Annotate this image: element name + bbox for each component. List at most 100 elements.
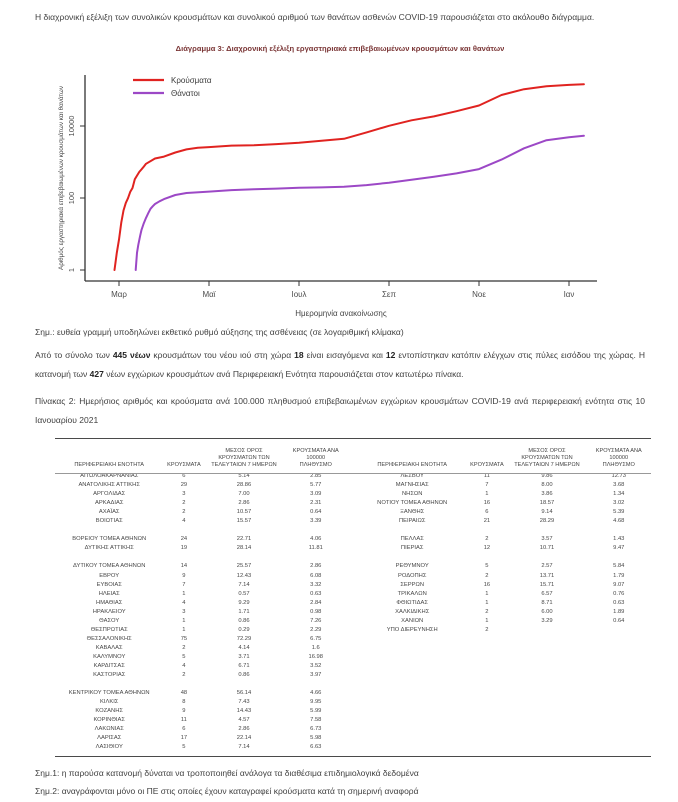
table-row: ΚΑΒΑΛΑΣ 2 4.14 1.6 xyxy=(55,644,348,653)
region-name-cell: ΚΑΣΤΟΡΙΑΣ xyxy=(93,672,126,679)
table-row: ΛΑΚΩΝΙΑΣ 6 2.86 6.73 xyxy=(55,725,348,734)
table-header-row: ΠΕΡΙΦΕΡΕΙΑΚΗ ΕΝΟΤΗΤΑ ΚΡΟΥΣΜΑΤΑ ΜΕΣΟΣ ΟΡΟΣ … xyxy=(55,442,348,469)
avg-7day-cell: 4.57 xyxy=(238,717,250,724)
table-row: ΚΑΡΔΙΤΣΑΣ 4 6.71 3.52 xyxy=(55,662,348,671)
avg-7day-cell: 9.14 xyxy=(541,509,553,516)
per-100k-cell: 3.32 xyxy=(310,581,322,588)
per-100k-cell: 4.06 xyxy=(310,536,322,543)
region-name-cell: ΔΥΤΙΚΟΥ ΤΟΜΕΑ ΑΘΗΝΩΝ xyxy=(73,563,146,570)
cases-cell: 11 xyxy=(180,717,187,724)
table-header-row: ΠΕΡΙΦΕΡΕΙΑΚΗ ΕΝΟΤΗΤΑ ΚΡΟΥΣΜΑΤΑ ΜΕΣΟΣ ΟΡΟΣ … xyxy=(358,442,651,469)
avg-7day-cell: 7.00 xyxy=(238,491,250,498)
region-name-cell: ΞΑΝΘΗΣ xyxy=(400,509,425,516)
region-name-cell: ΔΥΤΙΚΗΣ ΑΤΤΙΚΗΣ xyxy=(84,545,134,552)
avg-7day-cell: 10.71 xyxy=(539,545,555,552)
avg-7day-cell xyxy=(507,626,586,635)
x-tick-label: Σεπ xyxy=(382,290,397,299)
table-row: ΥΠΟ ΔΙΕΡΕΥΝΗΣΗ 2 xyxy=(358,626,651,635)
table-row: ΑΝΑΤΟΛΙΚΗΣ ΑΤΤΙΚΗΣ 29 28.86 5.77 xyxy=(55,481,348,490)
region-name-cell: ΑΡΓΟΛΙΔΑΣ xyxy=(93,491,126,498)
cases-cell: 2 xyxy=(182,509,186,516)
cases-cell: 3 xyxy=(182,608,186,615)
region-name-cell: ΒΟΙΩΤΙΑΣ xyxy=(95,518,123,525)
avg-7day-cell: 72.29 xyxy=(236,635,252,642)
avg-7day-cell: 9.29 xyxy=(238,599,250,606)
avg-7day-cell: 7.43 xyxy=(238,699,250,706)
avg-7day-cell: 1.71 xyxy=(238,608,250,615)
cases-cell: 12 xyxy=(483,545,491,552)
cases-cell: 2 xyxy=(182,644,186,651)
avg-7day-cell: 28.29 xyxy=(539,518,555,525)
per-100k-cell: 3.02 xyxy=(613,500,625,507)
deaths-line xyxy=(134,134,585,271)
avg-7day-cell: 6.57 xyxy=(541,590,553,597)
region-name-cell: ΑΙΤΩΛΟΑΚΑΡΝΑΝΙΑΣ xyxy=(80,473,139,479)
table-row: ΣΕΡΡΩΝ 16 15.71 9.07 xyxy=(358,581,651,590)
table-row: ΑΡΚΑΔΙΑΣ 2 2.86 2.31 xyxy=(55,499,348,508)
highlight-count: 427 xyxy=(89,368,104,379)
text-segment: Από το σύνολο των xyxy=(35,349,113,360)
region-name-cell: ΠΙΕΡΙΑΣ xyxy=(400,545,424,552)
per-100k-cell: 0.64 xyxy=(613,617,625,624)
per-100k-cell: 9.95 xyxy=(310,699,322,706)
table-row: ΑΙΤΩΛΟΑΚΑΡΝΑΝΙΑΣ 6 5.14 2.85 xyxy=(55,472,348,481)
cases-cell: 4 xyxy=(182,662,186,669)
table-row: ΒΟΡΕΙΟΥ ΤΟΜΕΑ ΑΘΗΝΩΝ 24 22.71 4.06 xyxy=(55,535,348,544)
table-row: ΠΕΙΡΑΙΩΣ 21 28.29 4.68 xyxy=(358,517,651,526)
paragraph-new-cases: Από το σύνολο των 445 νέων κρουσμάτων το… xyxy=(35,346,645,384)
region-name-cell: ΜΑΓΝΗΣΙΑΣ xyxy=(395,482,429,489)
highlight-count: 18 xyxy=(294,349,304,360)
table-row: ΑΧΑΪΑΣ 2 10.57 0.64 xyxy=(55,508,348,517)
cases-cell: 16 xyxy=(483,500,491,507)
column-header: ΚΡΟΥΣΜΑΤΑ xyxy=(470,462,504,468)
region-name-cell: ΚΑΛΥΜΝΟΥ xyxy=(93,653,126,660)
cases-cell: 2 xyxy=(485,608,489,615)
table-row: ΛΕΣΒΟΥ 11 9.86 12.73 xyxy=(358,472,651,481)
avg-7day-cell: 0.29 xyxy=(238,626,250,633)
avg-7day-cell: 2.57 xyxy=(541,563,553,570)
table-row: ΗΡΑΚΛΕΙΟΥ 3 1.71 0.98 xyxy=(55,608,348,617)
x-tick-label: Μαρ xyxy=(111,290,127,299)
avg-7day-cell: 14.43 xyxy=(236,708,252,715)
x-tick-label: Ιουλ xyxy=(291,290,306,299)
text-segment: είναι εισαγόμενα και xyxy=(303,349,386,360)
table-row: ΚΟΡΙΝΘΙΑΣ 11 4.57 7.58 xyxy=(55,716,348,725)
table-row: ΛΑΡΙΣΑΣ 17 22.14 5.98 xyxy=(55,734,348,743)
cases-cell: 1 xyxy=(182,626,186,633)
cases-cell: 29 xyxy=(180,482,188,489)
cases-cell: 1 xyxy=(182,617,186,624)
cases-cell: 1 xyxy=(485,491,489,498)
region-name-cell: ΦΘΙΩΤΙΔΑΣ xyxy=(396,599,428,606)
avg-7day-cell: 0.86 xyxy=(238,672,250,679)
table-row: ΘΕΣΠΡΩΤΙΑΣ 1 0.29 2.29 xyxy=(55,626,348,635)
per-100k-cell: 2.31 xyxy=(310,500,322,507)
table-row: ΚΕΝΤΡΙΚΟΥ ΤΟΜΕΑ ΑΘΗΝΩΝ 48 56.14 4.66 xyxy=(55,689,348,698)
column-header: ΜΕΣΟΣ ΟΡΟΣ ΚΡΟΥΣΜΑΤΩΝ ΤΩΝ ΤΕΛΕΥΤΑΙΩΝ 7 Η… xyxy=(211,448,277,468)
per-100k-cell: 1.89 xyxy=(613,608,625,615)
regional-table-right: ΠΕΡΙΦΕΡΕΙΑΚΗ ΕΝΟΤΗΤΑ ΚΡΟΥΣΜΑΤΑ ΜΕΣΟΣ ΟΡΟΣ … xyxy=(358,442,651,752)
table-row: ΡΕΘΥΜΝΟΥ 5 2.57 5.84 xyxy=(358,562,651,571)
per-100k-cell xyxy=(587,626,651,635)
region-name-cell: ΑΧΑΪΑΣ xyxy=(98,509,120,516)
table-row: ΧΑΝΙΩΝ 1 3.29 0.64 xyxy=(358,617,651,626)
region-name-cell: ΡΕΘΥΜΝΟΥ xyxy=(395,563,429,570)
table-header-rule xyxy=(55,473,651,474)
region-name-cell: ΛΑΡΙΣΑΣ xyxy=(97,735,122,742)
region-name-cell: ΚΟΡΙΝΘΙΑΣ xyxy=(93,717,125,724)
table-row: ΝΟΤΙΟΥ ΤΟΜΕΑ ΑΘΗΝΩΝ 16 18.57 3.02 xyxy=(358,499,651,508)
avg-7day-cell: 8.00 xyxy=(541,482,553,489)
cases-cell: 19 xyxy=(180,545,188,552)
y-tick-label: 1 xyxy=(67,268,76,272)
region-name-cell: ΑΝΑΤΟΛΙΚΗΣ ΑΤΤΙΚΗΣ xyxy=(78,482,140,489)
y-tick-label: 100 xyxy=(67,192,76,205)
per-100k-cell: 7.58 xyxy=(310,717,322,724)
x-tick-label: Μαϊ xyxy=(202,290,215,299)
avg-7day-cell: 28.14 xyxy=(236,545,252,552)
per-100k-cell: 1.43 xyxy=(613,536,625,543)
region-name-cell: ΠΕΛΛΑΣ xyxy=(400,536,424,543)
table-row: ΑΡΓΟΛΙΔΑΣ 3 7.00 3.09 xyxy=(55,490,348,499)
per-100k-cell: 4.66 xyxy=(310,690,322,697)
avg-7day-cell: 13.71 xyxy=(539,572,555,579)
avg-7day-cell: 9.86 xyxy=(541,473,553,479)
avg-7day-cell: 0.57 xyxy=(238,590,250,597)
